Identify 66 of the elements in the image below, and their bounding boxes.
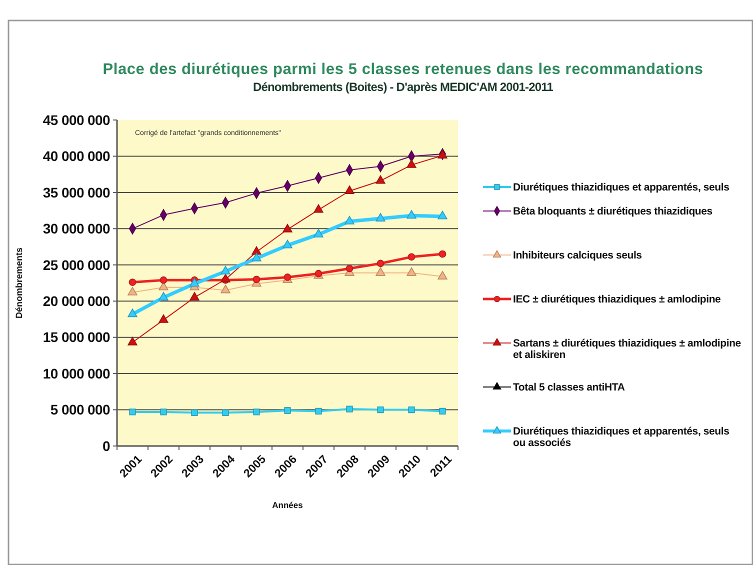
point <box>220 274 230 282</box>
point <box>408 406 415 414</box>
point <box>406 267 416 276</box>
legend-label: Sartans ± diurétiques thiazidiques ± amlodipine et aliskiren <box>513 338 742 362</box>
point <box>252 246 262 255</box>
y-tick-label: 45 000 000 <box>42 112 111 128</box>
point <box>158 314 168 323</box>
point <box>253 408 260 416</box>
point <box>220 284 230 294</box>
point <box>252 252 262 262</box>
point <box>438 210 448 220</box>
point <box>284 274 292 281</box>
y-tick-label: 0 <box>102 438 110 454</box>
point <box>344 185 354 194</box>
y-axis-title: Dénombrements <box>14 247 24 319</box>
chart-subtitle: Dénombrements (Boites) - D'après MEDIC'AM 2001-2011 <box>252 80 554 94</box>
point <box>128 286 138 296</box>
point <box>282 240 292 248</box>
legend-label: Inhibiteurs calciques seuls <box>513 250 642 262</box>
point <box>315 408 322 415</box>
legend-label: Diurétiques thiazidiques et apparentés, seuls ou associés <box>513 426 730 450</box>
legend-label: IEC ± diurétiques thiazidiques ± amlodipine <box>513 294 722 306</box>
point <box>190 292 200 300</box>
y-tick-label: 10 000 000 <box>42 365 111 382</box>
point <box>129 408 136 416</box>
point <box>408 253 416 261</box>
legend-label: Diurétiques thiazidiques et apparentés, seuls <box>513 182 730 194</box>
y-tick-label: 5 000 000 <box>50 402 110 418</box>
legend-label: Bêta bloquants ± diurétiques thiazidiques <box>513 206 713 218</box>
y-tick-label: 20 000 000 <box>42 293 111 310</box>
point <box>158 292 168 300</box>
point <box>220 266 230 274</box>
point <box>314 228 324 238</box>
y-tick-label: 30 000 000 <box>42 220 111 237</box>
point <box>128 278 136 286</box>
point <box>128 308 138 318</box>
point <box>377 406 384 414</box>
point <box>346 406 353 412</box>
point <box>406 210 416 219</box>
point <box>346 264 354 272</box>
point <box>160 276 168 284</box>
point <box>438 250 446 258</box>
point <box>406 159 416 168</box>
x-axis-title: Années <box>272 500 304 510</box>
point <box>438 270 448 280</box>
y-tick-label: 15 000 000 <box>42 329 111 346</box>
point <box>128 336 138 346</box>
legend-label: Total 5 classes antiHTA <box>513 382 626 394</box>
chart-title: Place des diurétiques parmi les 5 classes retenues dans les recommandations <box>102 61 704 78</box>
point <box>376 267 386 276</box>
point <box>344 216 354 224</box>
y-tick-label: 40 000 000 <box>42 148 111 164</box>
point <box>222 409 229 416</box>
point <box>376 175 386 184</box>
point <box>376 260 384 268</box>
y-tick-label: 25 000 000 <box>42 256 111 273</box>
point <box>376 213 386 222</box>
point <box>439 408 446 415</box>
point <box>190 278 200 287</box>
point <box>252 276 260 284</box>
point <box>282 224 292 232</box>
y-tick-label: 35 000 000 <box>42 184 111 200</box>
point <box>314 204 324 213</box>
point <box>284 407 291 414</box>
point <box>160 408 167 416</box>
point <box>191 409 198 416</box>
